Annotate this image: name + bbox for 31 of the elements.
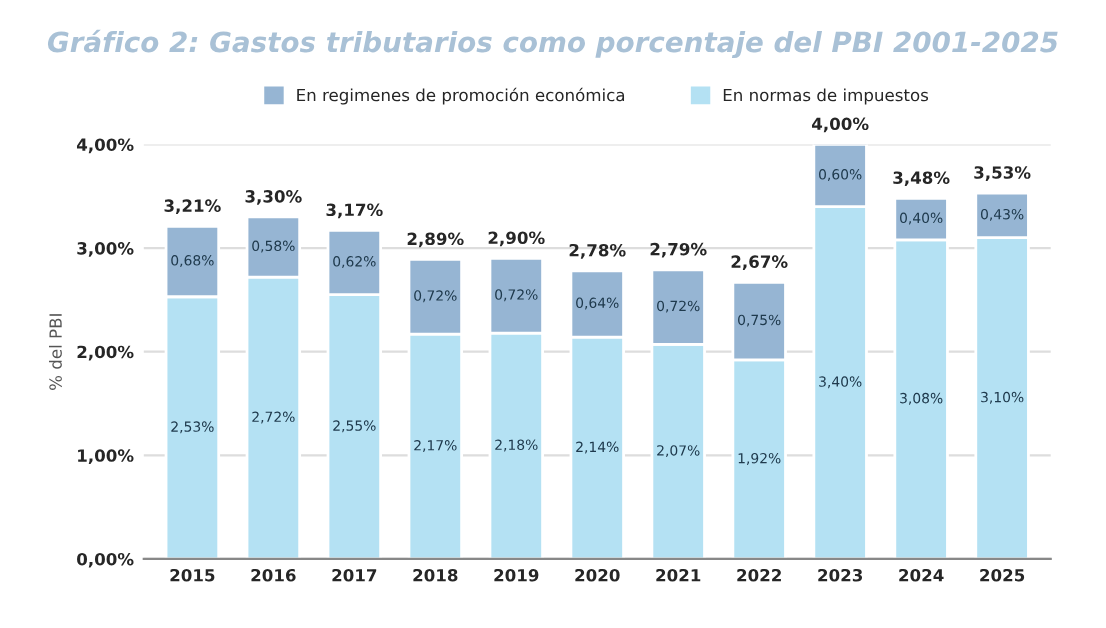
total-label: 2,78%	[569, 243, 626, 259]
x-tick-label: 2022	[737, 568, 781, 582]
x-tick-label: 2015	[170, 568, 215, 582]
x-tick-label: 2023	[818, 568, 863, 582]
x-tick-label: 2016	[251, 568, 296, 582]
y-tick-label: 3,00%	[77, 242, 134, 257]
x-tick-label: 2020	[575, 568, 620, 582]
chart-title: Gráfico 2: Gastos tributarios como porcentaje del PBI 2001-2025	[47, 29, 1058, 59]
legend-label: En normas de impuestos	[723, 88, 929, 105]
total-label: 3,53%	[974, 166, 1031, 181]
total-label: 2,79%	[650, 242, 707, 258]
total-label: 4,00%	[812, 117, 869, 133]
x-tick-label: 2018	[413, 568, 458, 582]
total-label: 3,21%	[164, 199, 221, 215]
x-tick-label: 2021	[656, 568, 701, 582]
legend-label: En regimenes de promoción económica	[297, 87, 625, 105]
y-tick-label: 2,00%	[77, 345, 134, 361]
x-tick-label: 2017	[332, 568, 377, 582]
x-tick-label: 2024	[899, 568, 944, 582]
total-label: 3,17%	[326, 203, 383, 219]
total-label: 2,67%	[731, 255, 788, 271]
y-tick-label: 1,00%	[78, 449, 134, 464]
y-tick-label: 0,00%	[77, 552, 134, 568]
y-axis-title: % del PBI	[49, 314, 62, 390]
y-tick-label: 4,00%	[76, 138, 134, 154]
total-label: 3,48%	[893, 171, 950, 187]
x-tick-label: 2019	[494, 568, 539, 582]
x-tick-label: 2025	[980, 568, 1025, 582]
total-label: 3,30%	[245, 190, 302, 205]
total-label: 2,90%	[488, 231, 545, 247]
total-label: 2,89%	[407, 232, 464, 248]
